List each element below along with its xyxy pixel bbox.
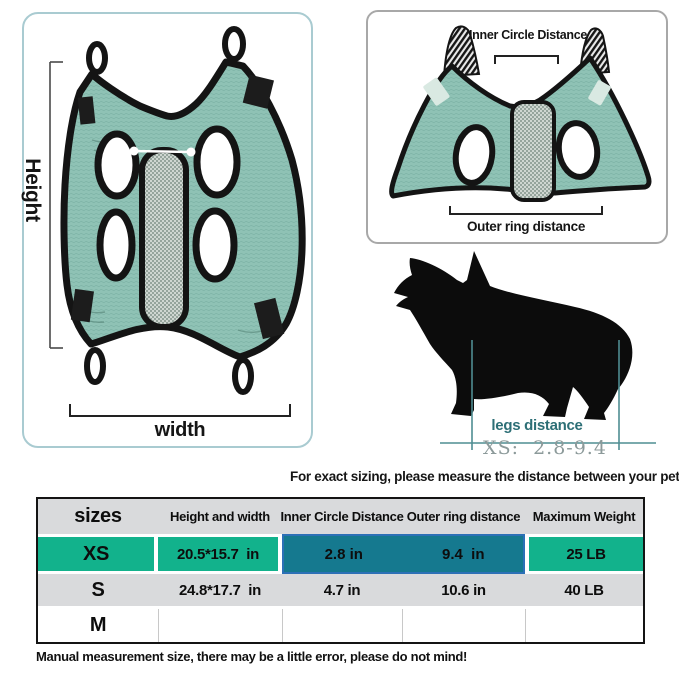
row-gap [38, 606, 643, 609]
sizing-note: For exact sizing, please measure the dis… [290, 469, 679, 484]
s-max-weight-cell: 40 LB [564, 581, 604, 599]
legs-distance-label: legs distance [491, 417, 583, 434]
s-size-cell: S [91, 578, 105, 601]
m-outer-ring-cell [402, 609, 525, 642]
header-max-weight: Maximum Weight [532, 509, 636, 524]
header-outer-ring: Outer ring distance [406, 509, 521, 524]
table-row-xs: XS 20.5*15.7 in 2.8 in 9.4 in 25 LB [38, 534, 643, 574]
outer-ring-distance-label: Outer ring distance [466, 219, 586, 234]
xs-range-label: XS: 2.8-9.4 [483, 437, 607, 459]
xs-inner-circle-cell: 2.8 in [324, 545, 363, 563]
header-inner-circle: Inner Circle Distance [280, 509, 404, 524]
height-label: Height [21, 158, 44, 222]
xs-size-cell: XS [38, 537, 158, 571]
hanging-hammock-panel [366, 10, 668, 244]
xs-highlight-box: 2.8 in 9.4 in [282, 534, 525, 574]
flat-hammock-panel [22, 12, 313, 448]
inner-circle-distance-label: Inner Circle Distance [468, 28, 588, 42]
table-row-m: M [38, 609, 643, 642]
measurement-footnote: Manual measurement size, there may be a … [36, 649, 468, 664]
s-outer-ring-cell: 10.6 in [441, 581, 486, 599]
size-table: sizes Height and width Inner Circle Dist… [36, 497, 645, 644]
header-height-width: Height and width [170, 509, 270, 524]
width-label: width [154, 419, 206, 441]
s-height-width-cell: 24.8*17.7 in [179, 581, 261, 599]
xs-outer-ring-cell: 9.4 in [441, 545, 485, 563]
m-size-cell: M [89, 614, 107, 636]
s-inner-circle-cell: 4.7 in [323, 581, 361, 599]
m-max-weight-cell [525, 609, 643, 642]
xs-height-width-cell: 20.5*15.7 in [158, 537, 282, 571]
table-row-s: S 24.8*17.7 in 4.7 in 10.6 in 40 LB [38, 574, 643, 606]
table-header-row: sizes Height and width Inner Circle Dist… [38, 499, 643, 534]
xs-max-weight-cell: 25 LB [525, 537, 643, 571]
header-sizes: sizes [74, 505, 122, 527]
m-inner-circle-cell [282, 609, 402, 642]
m-height-width-cell [158, 609, 282, 642]
corgi-silhouette [394, 251, 633, 420]
